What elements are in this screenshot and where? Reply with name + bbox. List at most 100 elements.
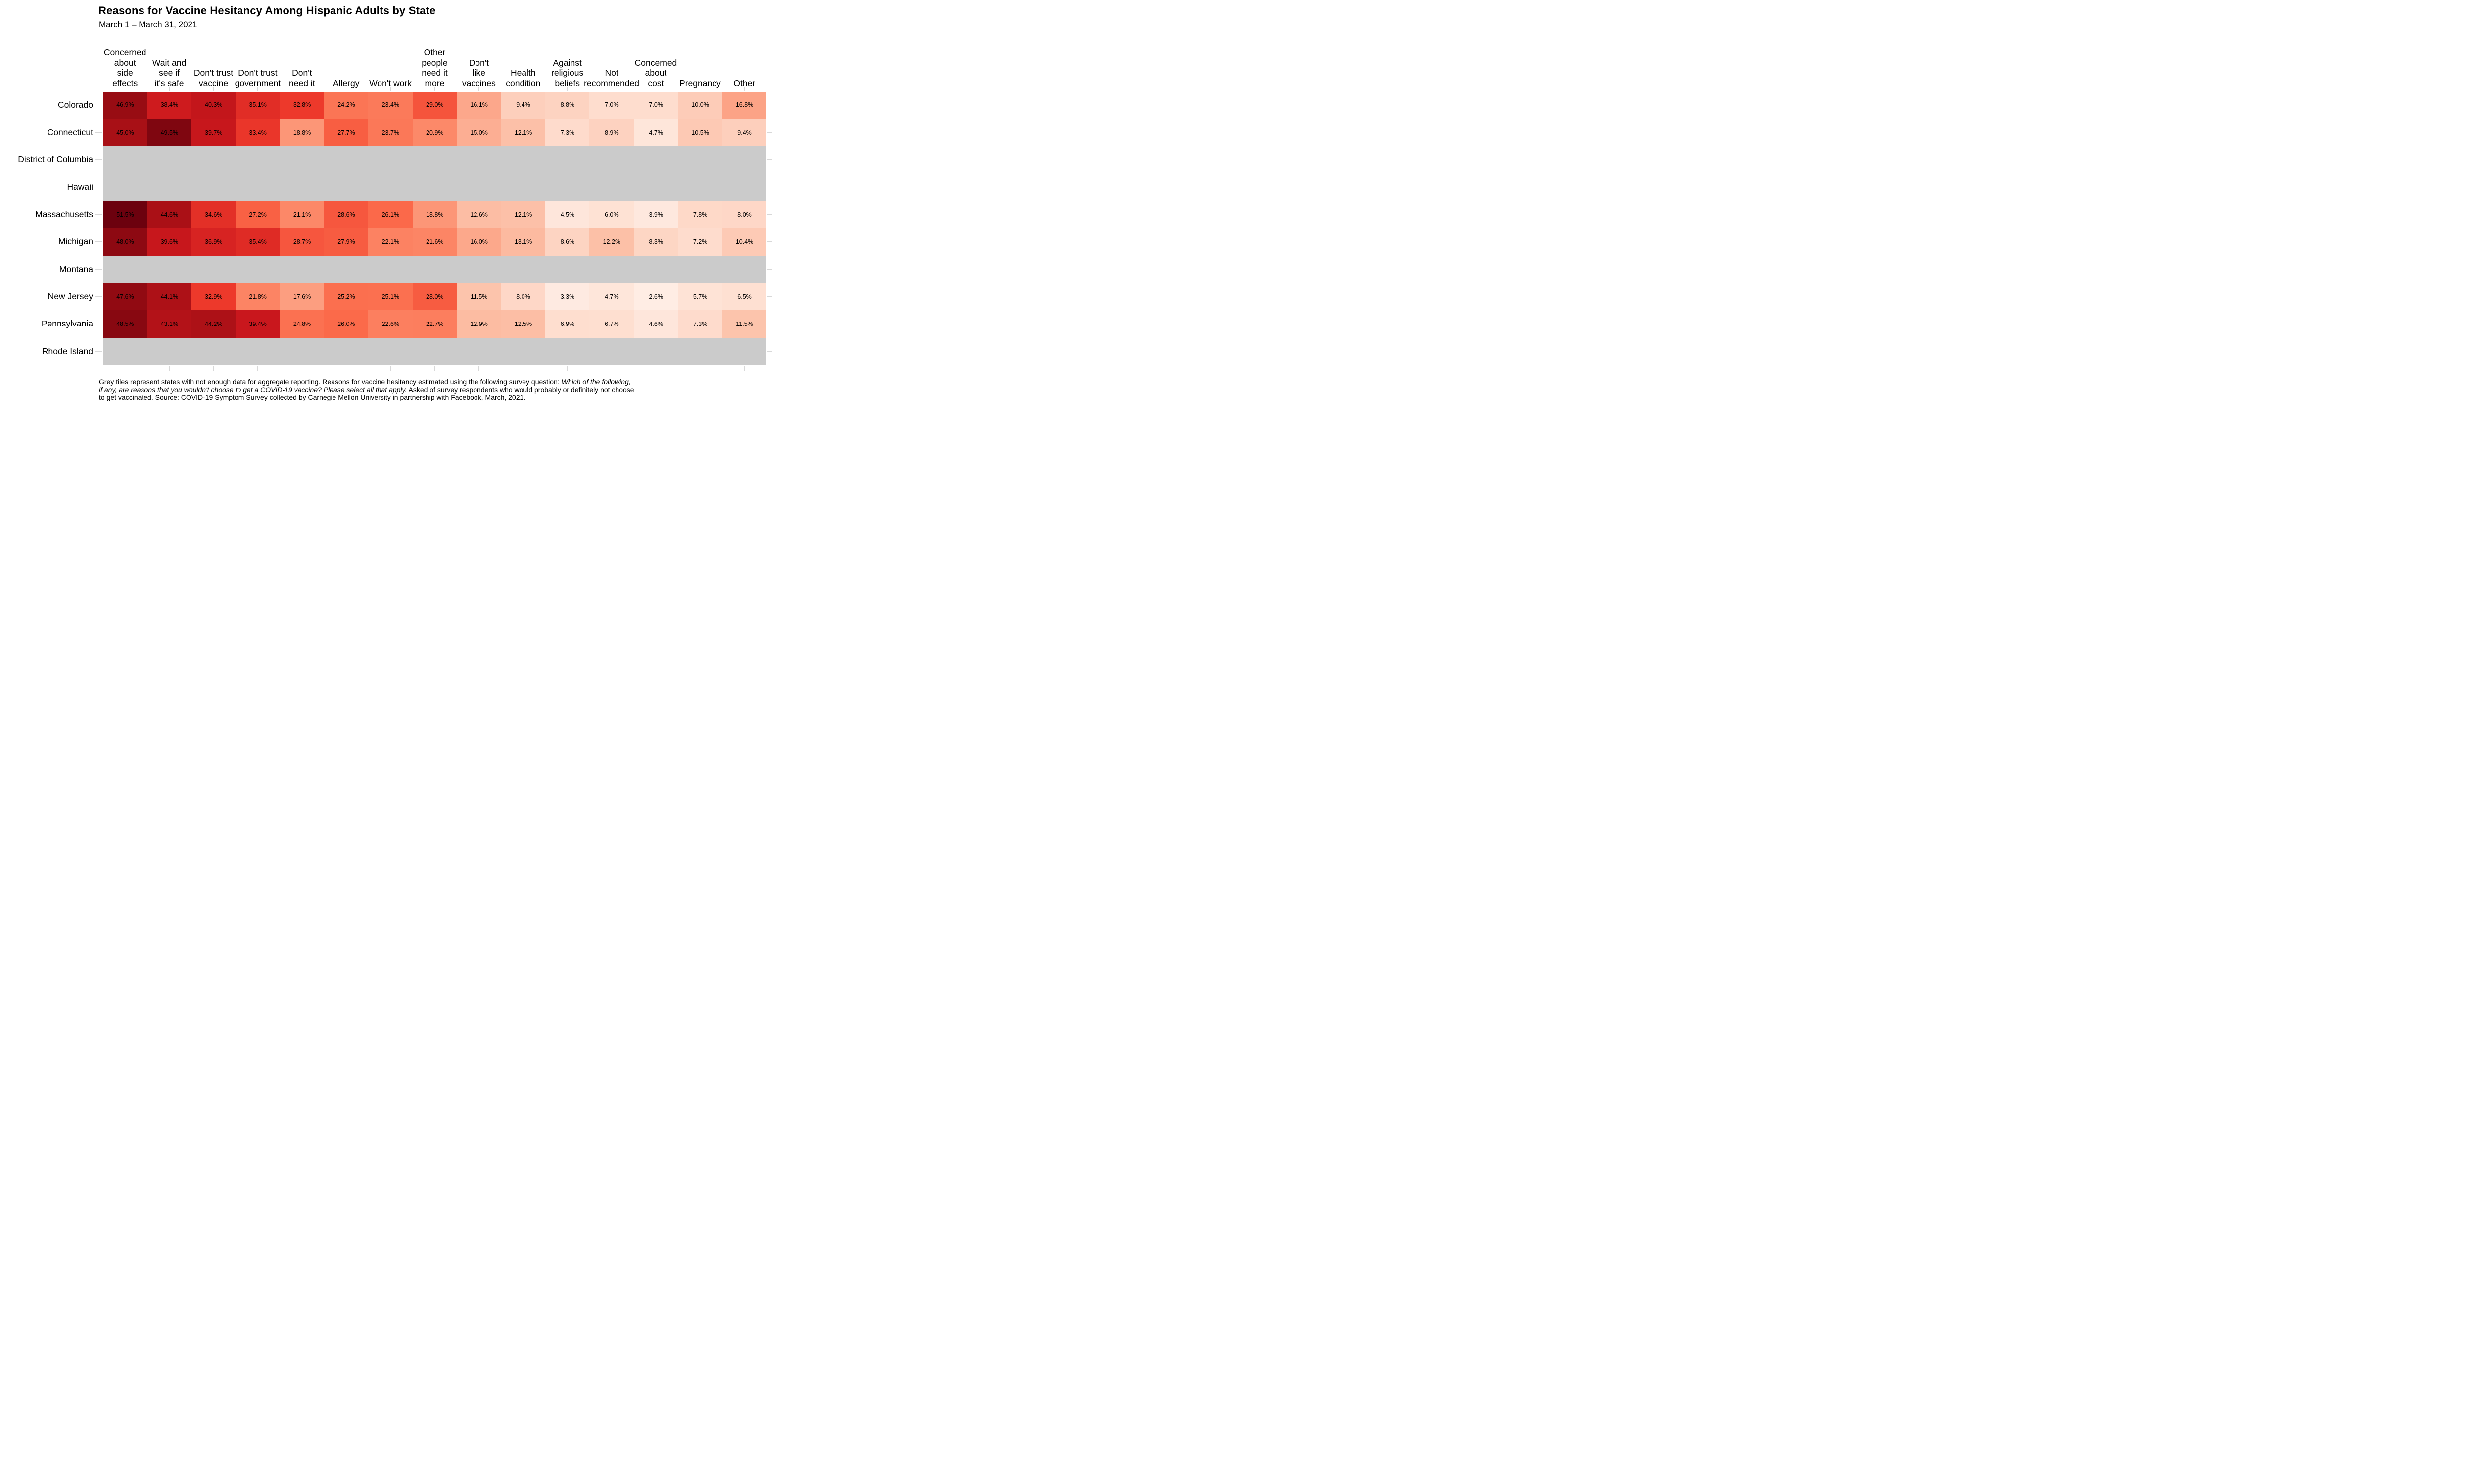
axis-tick-left bbox=[95, 296, 102, 297]
axis-tick-top bbox=[567, 87, 568, 91]
heatmap-cell: 35.4% bbox=[236, 228, 281, 256]
row-label-colorado: Colorado bbox=[57, 99, 93, 110]
cell-value: 8.8% bbox=[560, 101, 575, 109]
heatmap-cell bbox=[457, 173, 502, 201]
heatmap-cell bbox=[147, 146, 192, 174]
axis-tick-bottom bbox=[169, 366, 170, 371]
heatmap-cell: 4.7% bbox=[589, 282, 634, 311]
cell-value: 8.3% bbox=[649, 238, 663, 246]
heatmap-cell: 8.9% bbox=[589, 118, 634, 146]
cell-value: 26.0% bbox=[337, 321, 355, 328]
heatmap-cell bbox=[280, 173, 325, 201]
row-label-district-of-columbia: District of Columbia bbox=[18, 154, 93, 165]
heatmap-cell: 11.5% bbox=[457, 282, 502, 311]
heatmap-cell: 38.4% bbox=[147, 91, 192, 119]
footnote-line: Grey tiles represent states with not eno… bbox=[99, 378, 634, 386]
heatmap-cell: 10.4% bbox=[722, 228, 767, 256]
heatmap-cell bbox=[457, 255, 502, 283]
cell-value: 17.6% bbox=[293, 293, 311, 300]
cell-value: 38.4% bbox=[160, 101, 179, 109]
heatmap-cell: 34.6% bbox=[191, 200, 236, 229]
heatmap-cell bbox=[236, 337, 281, 366]
cell-value: 9.4% bbox=[737, 129, 752, 136]
heatmap-cell bbox=[633, 255, 678, 283]
cell-value: 32.8% bbox=[293, 101, 311, 109]
heatmap-cell bbox=[678, 255, 723, 283]
heatmap-cell bbox=[324, 255, 369, 283]
heatmap-cell: 33.4% bbox=[236, 118, 281, 146]
axis-tick-right bbox=[767, 351, 772, 352]
heatmap-cell: 9.4% bbox=[722, 118, 767, 146]
heatmap-cell bbox=[722, 337, 767, 366]
cell-value: 34.6% bbox=[205, 211, 223, 218]
heatmap-cell: 44.6% bbox=[147, 200, 192, 229]
cell-value: 8.0% bbox=[737, 211, 752, 218]
heatmap-cell: 23.4% bbox=[368, 91, 413, 119]
heatmap-cell bbox=[501, 173, 546, 201]
heatmap-cell: 4.6% bbox=[633, 310, 678, 338]
heatmap-cell: 8.3% bbox=[633, 228, 678, 256]
cell-value: 9.4% bbox=[516, 101, 530, 109]
cell-value: 5.7% bbox=[693, 293, 708, 300]
heatmap-cell: 5.7% bbox=[678, 282, 723, 311]
axis-tick-right bbox=[767, 296, 772, 297]
heatmap-cell bbox=[501, 146, 546, 174]
cell-value: 7.8% bbox=[693, 211, 708, 218]
heatmap-cell bbox=[147, 255, 192, 283]
cell-value: 7.3% bbox=[693, 321, 708, 328]
heatmap-cell: 7.8% bbox=[678, 200, 723, 229]
cell-value: 21.8% bbox=[249, 293, 267, 300]
heatmap-cell bbox=[324, 173, 369, 201]
heatmap-cell: 21.1% bbox=[280, 200, 325, 229]
cell-value: 6.5% bbox=[737, 293, 752, 300]
heatmap-cell bbox=[368, 173, 413, 201]
heatmap-cell bbox=[191, 173, 236, 201]
column-header-don-t-need-it: Don't need it bbox=[289, 68, 315, 88]
row-label-connecticut: Connecticut bbox=[47, 127, 93, 138]
heatmap-cell: 46.9% bbox=[103, 91, 147, 119]
cell-value: 11.5% bbox=[470, 293, 488, 300]
heatmap-cell: 12.1% bbox=[501, 118, 546, 146]
cell-value: 13.1% bbox=[514, 238, 532, 246]
cell-value: 15.0% bbox=[470, 129, 488, 136]
heatmap-cell: 39.7% bbox=[191, 118, 236, 146]
page-root: { "header": { "title": "Reasons for Vacc… bbox=[0, 0, 776, 408]
heatmap-cell bbox=[147, 337, 192, 366]
heatmap-cell: 17.6% bbox=[280, 282, 325, 311]
heatmap-cell: 12.6% bbox=[457, 200, 502, 229]
cell-value: 49.5% bbox=[160, 129, 179, 136]
heatmap-cell: 6.7% bbox=[589, 310, 634, 338]
cell-value: 16.8% bbox=[735, 101, 754, 109]
row-label-hawaii: Hawaii bbox=[67, 182, 93, 192]
cell-value: 26.1% bbox=[381, 211, 400, 218]
heatmap-cell bbox=[368, 337, 413, 366]
heatmap-cell bbox=[368, 255, 413, 283]
footnote-italic-text: Which of the following, bbox=[561, 378, 631, 386]
cell-value: 4.7% bbox=[605, 293, 619, 300]
cell-value: 12.5% bbox=[514, 321, 532, 328]
heatmap-cell bbox=[280, 337, 325, 366]
cell-value: 22.7% bbox=[426, 321, 444, 328]
heatmap-cell: 3.9% bbox=[633, 200, 678, 229]
heatmap-cell: 11.5% bbox=[722, 310, 767, 338]
heatmap-cell bbox=[722, 173, 767, 201]
cell-value: 22.6% bbox=[381, 321, 400, 328]
axis-tick-right bbox=[767, 214, 772, 215]
heatmap-cell: 43.1% bbox=[147, 310, 192, 338]
cell-value: 35.4% bbox=[249, 238, 267, 246]
cell-value: 12.1% bbox=[514, 211, 532, 218]
axis-tick-right bbox=[767, 269, 772, 270]
heatmap-cell: 15.0% bbox=[457, 118, 502, 146]
heatmap-cell bbox=[412, 146, 457, 174]
heatmap-cell: 3.3% bbox=[545, 282, 590, 311]
cell-value: 6.0% bbox=[605, 211, 619, 218]
heatmap-cell: 7.2% bbox=[678, 228, 723, 256]
heatmap-cell: 12.5% bbox=[501, 310, 546, 338]
heatmap-cell: 12.2% bbox=[589, 228, 634, 256]
cell-value: 23.7% bbox=[381, 129, 400, 136]
cell-value: 39.7% bbox=[205, 129, 223, 136]
column-header-won-t-work: Won't work bbox=[369, 78, 412, 88]
cell-value: 12.2% bbox=[603, 238, 621, 246]
cell-value: 10.4% bbox=[735, 238, 754, 246]
heatmap-cell: 51.5% bbox=[103, 200, 147, 229]
